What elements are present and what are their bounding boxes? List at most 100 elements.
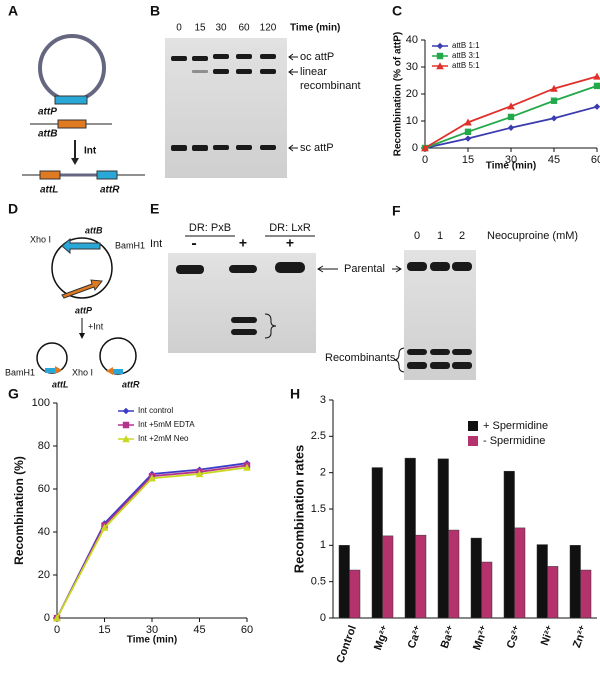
bar <box>547 566 559 619</box>
marker <box>507 102 515 110</box>
brace <box>264 313 277 339</box>
legend-swatch <box>468 436 478 446</box>
arrow-label: +Int <box>88 321 104 331</box>
y-tick-label: 20 <box>406 88 418 100</box>
panel-e: DR: PxB DR: LxR Int - + + Parental Recom… <box>150 222 406 373</box>
x-axis-label: Time (min) <box>127 635 177 646</box>
lane-label: + <box>286 235 294 251</box>
marker <box>100 523 109 531</box>
panel-label: G <box>8 386 19 402</box>
panel-a: attP attB Int attL attR <box>22 34 145 196</box>
legend-label: Int +2mM Neo <box>138 434 189 443</box>
x-tick-label: Ca²⁺ <box>406 624 425 650</box>
y-tick-label: 1.5 <box>311 503 326 515</box>
marker <box>464 118 472 126</box>
bar <box>338 545 350 619</box>
y-tick-label: 0 <box>320 612 326 624</box>
x-tick-label: 15 <box>98 624 110 636</box>
y-tick-label: 0.5 <box>311 576 326 588</box>
legend-swatch <box>468 421 478 431</box>
bar <box>514 527 526 619</box>
bands <box>176 262 305 335</box>
bar <box>536 544 548 619</box>
x-tick-label: 0 <box>54 624 60 636</box>
att-site <box>39 170 61 180</box>
site-label: attR <box>100 185 120 196</box>
y-tick-label: 1 <box>320 539 326 551</box>
lane-label: 30 <box>215 23 227 34</box>
x-tick-label: 60 <box>241 624 253 636</box>
band-label: sc attP <box>300 142 334 154</box>
bands <box>171 54 276 151</box>
arrow-head <box>71 158 79 165</box>
legend-label: attB 5:1 <box>452 61 480 70</box>
row-label: Int <box>150 238 162 250</box>
lane-label: 0 <box>414 230 420 242</box>
panel-label: D <box>8 201 18 217</box>
bar <box>470 537 482 619</box>
panel-label: E <box>150 201 159 217</box>
y-tick-label: 2.5 <box>311 430 326 442</box>
y-tick-label: 0 <box>44 612 50 624</box>
x-axis-label: Time (min) <box>486 161 536 172</box>
att-site <box>54 95 88 105</box>
x-tick-label: 30 <box>505 154 517 166</box>
y-tick-label: 80 <box>38 440 50 452</box>
band-label: Recombinants <box>325 352 396 364</box>
y-tick-label: 60 <box>38 483 50 495</box>
marker <box>464 135 472 142</box>
lane-title: Neocuproine (mM) <box>487 230 578 242</box>
arrow-head <box>79 333 85 339</box>
lane-label: - <box>191 235 196 252</box>
plasmid <box>51 237 113 299</box>
panel-b: 0 15 30 60 120 Time (min) oc attP linear… <box>165 23 361 178</box>
legend-label: attB 1:1 <box>452 41 480 50</box>
x-tick-label: Mn²⁺ <box>471 624 491 652</box>
panel-label: B <box>150 3 160 19</box>
y-tick-label: 20 <box>38 569 50 581</box>
lane-label: 2 <box>459 230 465 242</box>
lane-label: 120 <box>260 23 277 34</box>
y-axis-label: Recombination rates <box>291 445 306 574</box>
site-label: attL <box>40 185 58 196</box>
x-tick-label: Zn²⁺ <box>571 624 590 650</box>
lane-title: Time (min) <box>290 23 340 34</box>
x-tick-label: 60 <box>591 154 600 166</box>
bar <box>448 529 460 619</box>
bar <box>371 467 383 619</box>
marker <box>507 113 515 121</box>
lane-label: 1 <box>437 230 443 242</box>
y-tick-label: 100 <box>32 397 50 409</box>
att-site <box>106 367 113 375</box>
site-label: Xho I <box>72 367 93 377</box>
x-tick-label: Ba²⁺ <box>439 624 458 650</box>
y-tick-label: 10 <box>406 115 418 127</box>
plasmid <box>99 337 137 375</box>
gel <box>165 38 287 178</box>
panel-label: A <box>8 3 18 19</box>
att-site <box>55 366 62 374</box>
legend-label: Int control <box>138 406 173 415</box>
marker <box>436 42 444 50</box>
y-tick-label: 0 <box>412 142 418 154</box>
x-tick-label: 30 <box>146 624 158 636</box>
marker <box>195 470 204 478</box>
band-label: linear <box>300 66 327 78</box>
marker <box>122 407 130 415</box>
bar <box>503 470 515 619</box>
site-label: attB <box>85 225 103 235</box>
att-site <box>96 170 118 180</box>
x-tick-label: Cs²⁺ <box>505 624 524 650</box>
marker <box>464 128 472 135</box>
att-site <box>45 368 55 373</box>
marker <box>436 52 444 60</box>
arrows <box>288 53 298 152</box>
y-tick-label: 40 <box>406 34 418 46</box>
y-tick-label: 2 <box>320 467 326 479</box>
legend-label: attB 3:1 <box>452 51 480 60</box>
lane-label: 15 <box>194 23 206 34</box>
series-line <box>56 462 248 619</box>
series-line <box>56 466 248 619</box>
plasmid <box>38 34 106 102</box>
